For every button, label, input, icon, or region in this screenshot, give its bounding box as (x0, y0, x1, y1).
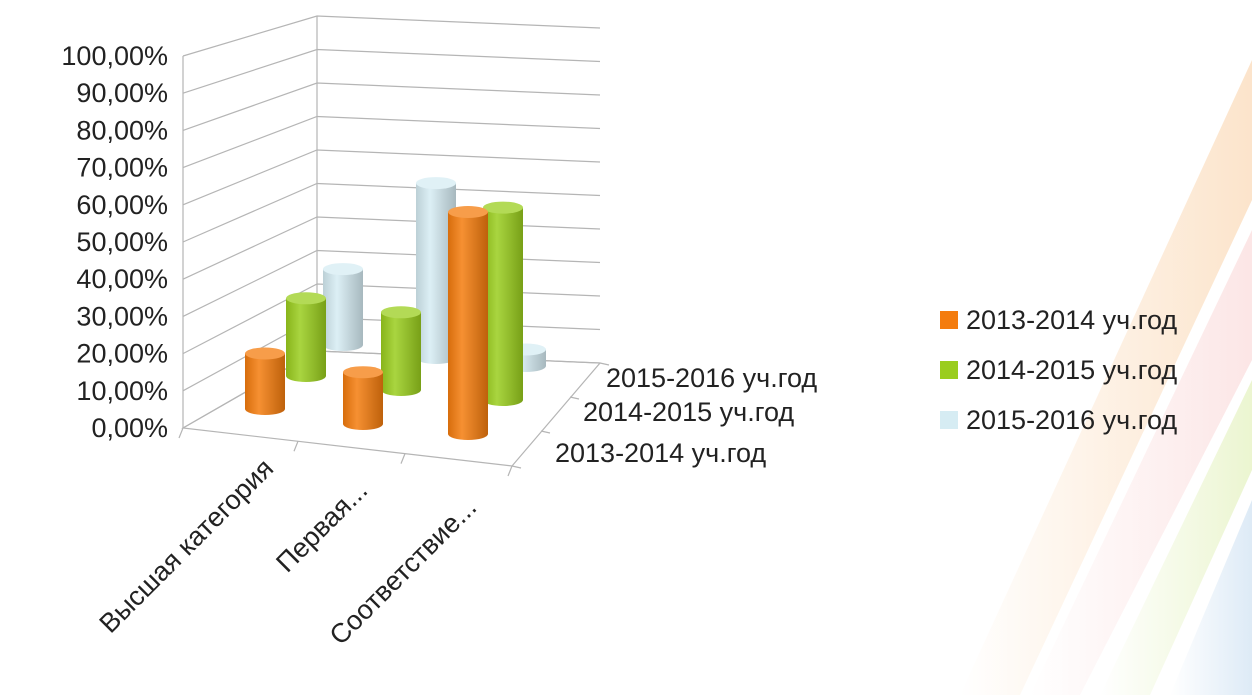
legend-swatch (940, 411, 958, 429)
legend-label: 2015-2016 уч.год (966, 405, 1177, 435)
y-tick-label: 50,00% (76, 227, 168, 257)
y-tick-label: 20,00% (76, 339, 168, 369)
legend: 2013-2014 уч.год 2014-2015 уч.год 2015-201… (940, 305, 1177, 435)
y-tick-label: 90,00% (76, 78, 168, 108)
legend-swatch (940, 311, 958, 329)
bar-top (245, 347, 285, 360)
bar-2-1 (416, 177, 456, 364)
bar-0-0 (245, 347, 285, 415)
y-tick-label: 0,00% (91, 413, 168, 443)
decor-stripe-green (1100, 380, 1252, 695)
gridline (182, 216, 601, 280)
bar-body (245, 353, 285, 415)
bar-top (286, 292, 326, 305)
bar-body (448, 212, 488, 440)
floor-tick (507, 465, 513, 477)
category-labels: Высшая категорияПервая...Соответствие... (94, 453, 483, 651)
y-tick-label: 70,00% (76, 153, 168, 183)
depth-tick (511, 465, 522, 469)
bars (245, 177, 546, 440)
bar-body (286, 298, 326, 382)
bar-top (343, 366, 383, 379)
bar-top (416, 177, 456, 190)
bar-body (483, 207, 523, 406)
bar-top (448, 206, 488, 218)
floor-tick (293, 441, 299, 452)
bar-1-0 (286, 292, 326, 382)
category-label: Высшая категория (94, 453, 280, 639)
gridline (182, 249, 601, 317)
depth-tick (569, 396, 580, 400)
y-tick-label: 40,00% (76, 264, 168, 294)
floor-tick (400, 453, 406, 464)
bar-0-2 (448, 206, 488, 440)
category-label: Первая... (270, 475, 373, 578)
legend-swatch (940, 361, 958, 379)
bar-body (323, 269, 363, 351)
bar-1-1 (381, 306, 421, 396)
decor-stripe-red (1030, 230, 1252, 695)
floor-tick (178, 427, 184, 439)
gridlines (178, 15, 610, 477)
depth-axis-label: 2014-2015 уч.год (583, 397, 794, 427)
depth-tick (599, 362, 610, 366)
legend-label: 2013-2014 уч.год (966, 305, 1177, 335)
gridline (182, 182, 601, 243)
bar-top (483, 201, 523, 214)
depth-tick (540, 430, 551, 434)
y-tick-label: 80,00% (76, 115, 168, 145)
bar-1-2 (483, 201, 523, 406)
y-tick-label: 10,00% (76, 376, 168, 406)
bar-2-0 (323, 263, 363, 351)
bar-0-1 (343, 366, 383, 430)
y-axis-ticks: 0,00% 10,00% 20,00% 30,00% 40,00% 50,00% 60,00… (61, 41, 168, 443)
depth-axis-label: 2015-2016 уч.год (606, 363, 817, 393)
y-tick-label: 30,00% (76, 301, 168, 331)
legend-label: 2014-2015 уч.год (966, 355, 1177, 385)
gridline (182, 149, 601, 206)
depth-axis-labels: 2013-2014 уч.год 2014-2015 уч.год 2015-201… (555, 363, 817, 468)
y-tick-label: 100,00% (61, 41, 168, 71)
decor-stripe-orange (960, 60, 1252, 695)
depth-axis-label: 2013-2014 уч.год (555, 438, 766, 468)
y-tick-label: 60,00% (76, 190, 168, 220)
bar-body (343, 372, 383, 430)
gridline (182, 82, 601, 131)
decor-stripe-blue (1170, 500, 1252, 695)
bar-body (416, 183, 456, 364)
bar-top (323, 263, 363, 276)
bar-body (381, 312, 421, 396)
gridline (182, 15, 601, 57)
bar-top (381, 306, 421, 319)
